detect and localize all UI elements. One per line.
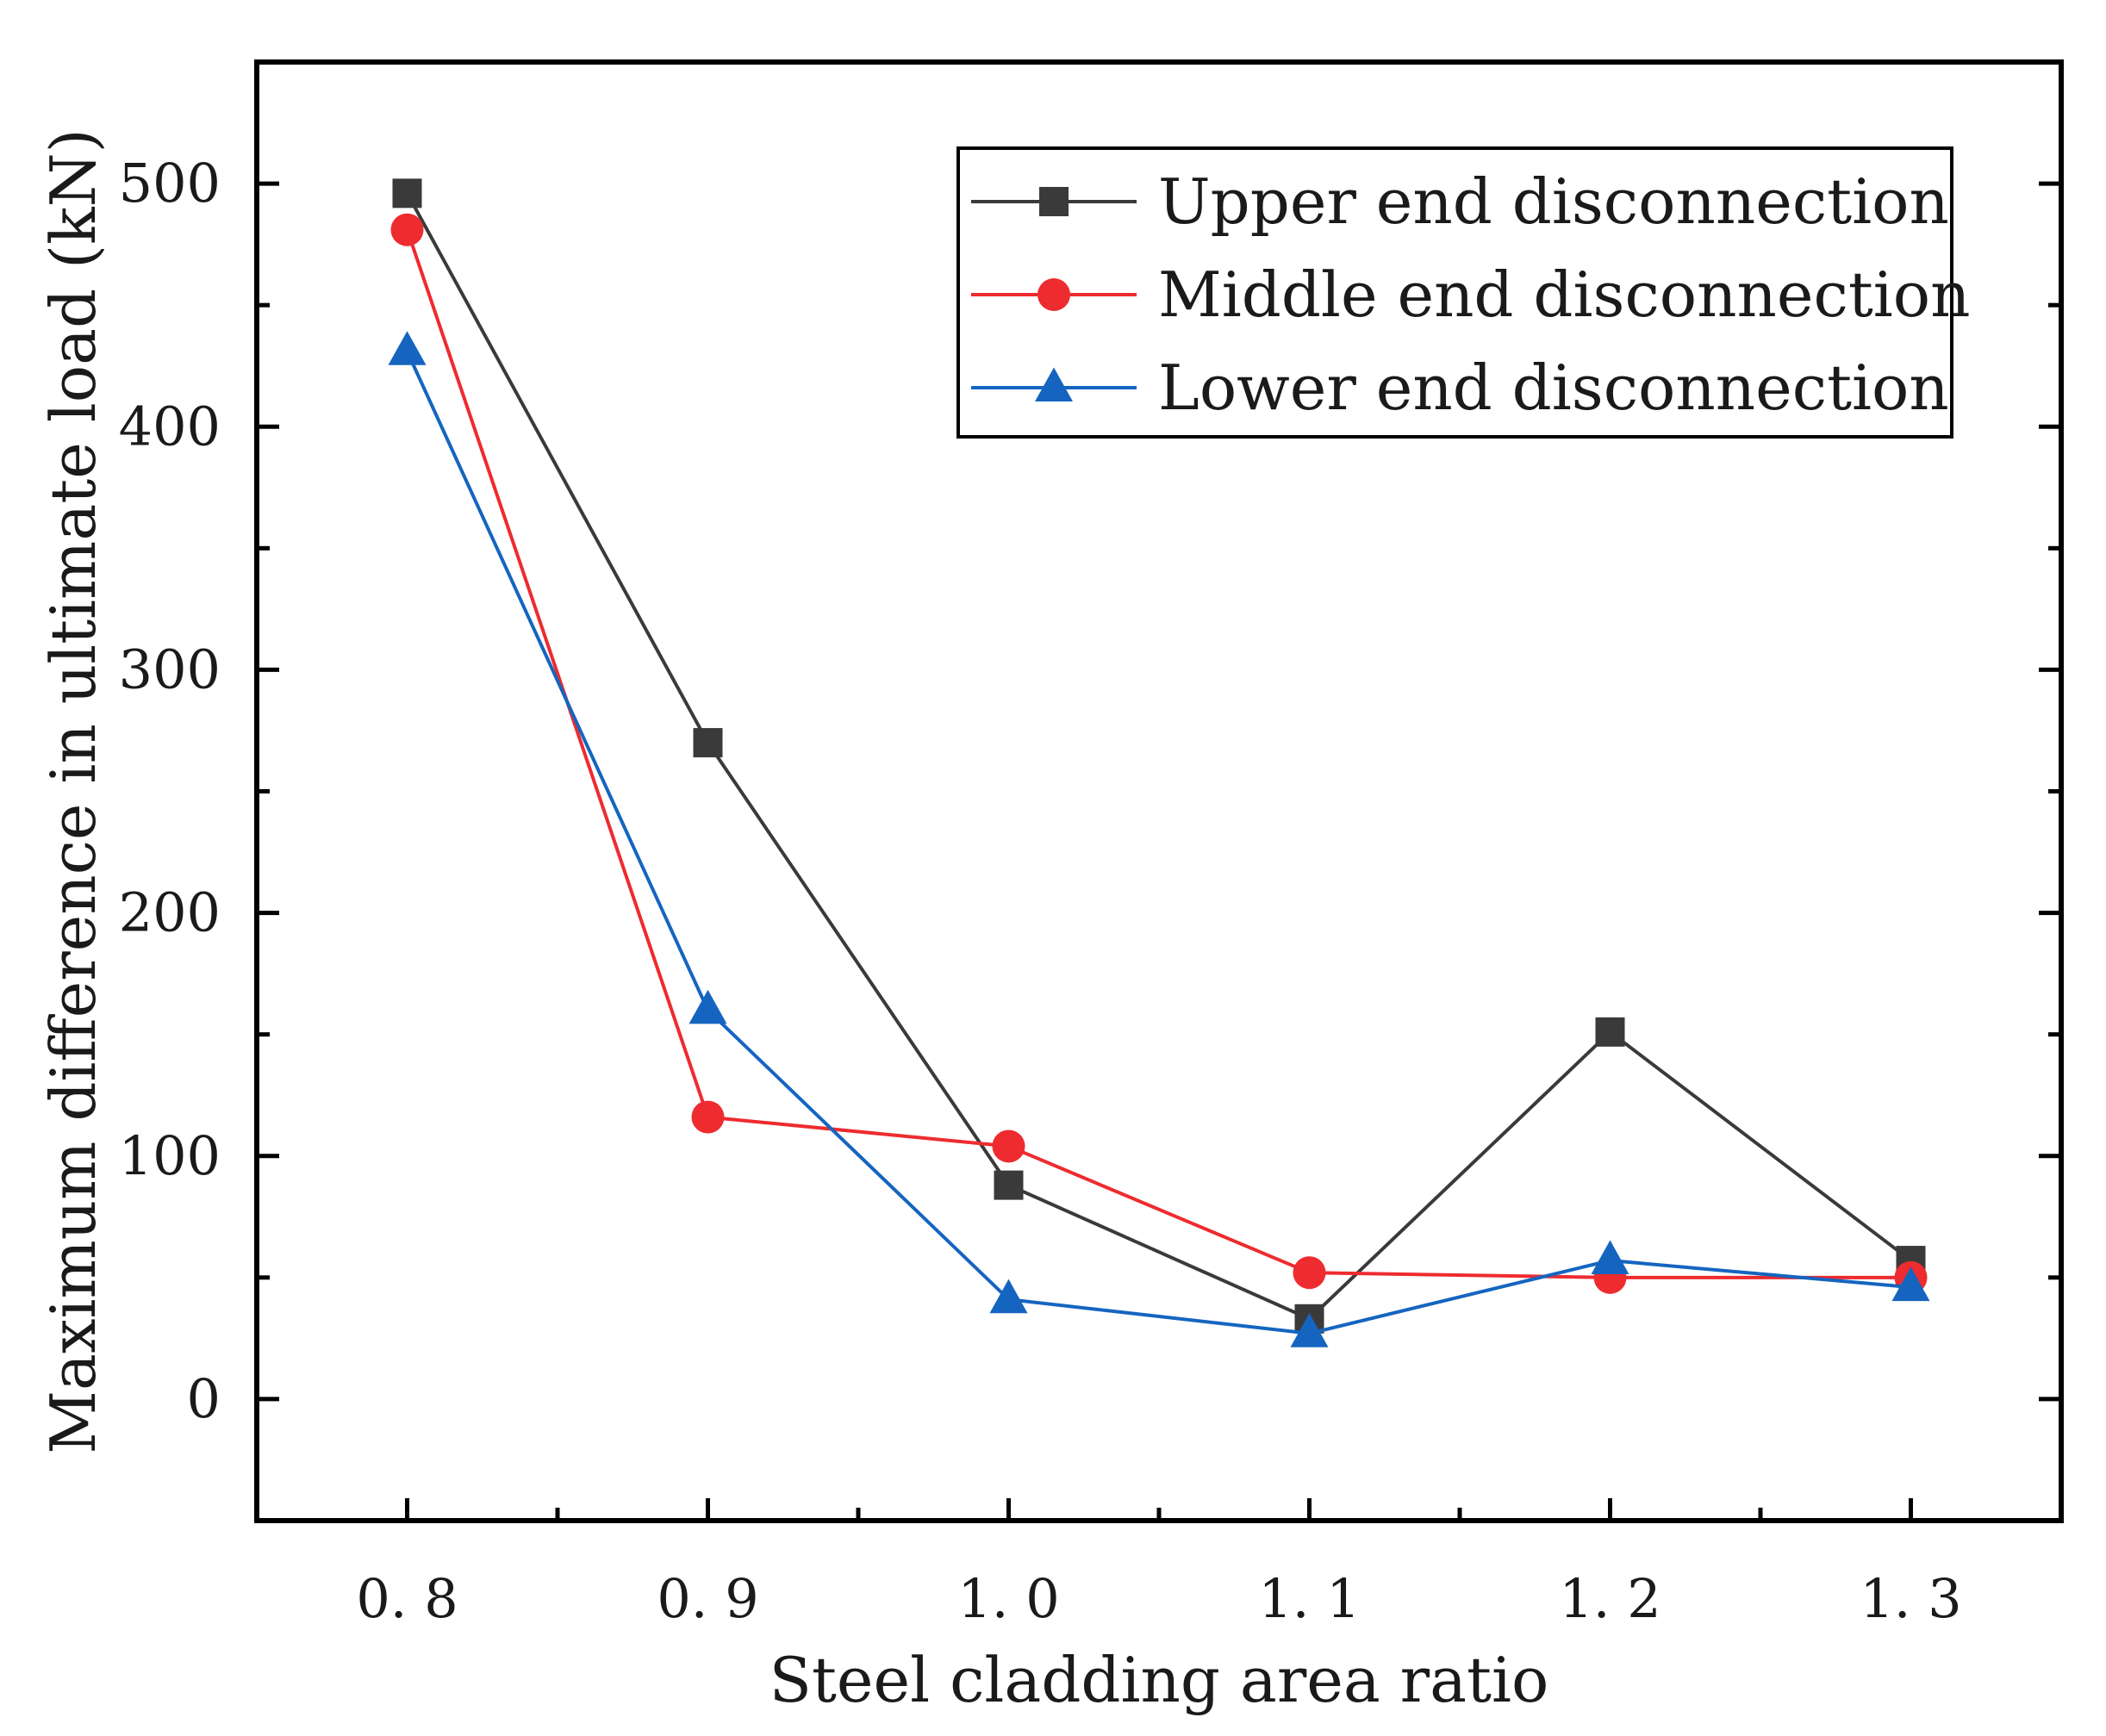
data-point <box>994 1170 1024 1200</box>
y-tick-label: 500 <box>119 152 221 215</box>
x-tick-label: 1. 0 <box>957 1567 1059 1630</box>
data-point <box>693 728 723 758</box>
data-point <box>1595 1017 1625 1047</box>
y-tick-label: 200 <box>119 881 221 944</box>
x-tick-label: 1. 1 <box>1258 1567 1360 1630</box>
x-tick-label: 0. 9 <box>657 1567 758 1630</box>
data-point <box>691 1100 725 1134</box>
legend-label: Lower end disconnection <box>1158 352 1949 424</box>
data-point <box>1891 1266 1930 1302</box>
y-axis-title: Maximum difference in ultimate load (kN) <box>37 128 109 1454</box>
plot-frame <box>254 59 2064 1523</box>
data-point <box>388 331 427 365</box>
y-tick-label: 300 <box>119 638 221 700</box>
x-tick-label: 0. 8 <box>356 1567 458 1630</box>
legend-label: Middle end disconnection <box>1158 258 1971 331</box>
x-axis-title: Steel cladding area ratio <box>770 1644 1549 1716</box>
series-layer <box>388 178 1930 1347</box>
series-line <box>405 229 1911 1279</box>
data-point <box>392 178 422 208</box>
x-tick-label: 1. 3 <box>1860 1567 1961 1630</box>
legend-marker <box>1039 187 1069 216</box>
data-point <box>989 1279 1028 1314</box>
legend: Upper end disconnection Middle end discon… <box>956 146 1971 439</box>
legend-marker <box>1035 367 1073 401</box>
data-point <box>1293 1256 1326 1290</box>
y-tick-label: 400 <box>119 395 221 457</box>
data-point <box>1290 1313 1329 1347</box>
series-line <box>405 350 1911 1335</box>
data-point <box>688 989 727 1024</box>
y-tick-labels: 0 100 200 300 400 500 <box>119 152 221 1430</box>
x-tick-labels: 0. 8 0. 9 1. 0 1. 1 1. 2 1. 3 <box>356 1567 1961 1630</box>
y-tick-label: 100 <box>119 1124 221 1187</box>
y-tick-label: 0 <box>187 1367 221 1430</box>
legend-label: Upper end disconnection <box>1158 165 1949 238</box>
legend-marker <box>1037 278 1070 311</box>
data-point <box>992 1129 1025 1163</box>
series-line <box>405 192 1912 1322</box>
data-point <box>390 213 424 246</box>
data-point <box>1591 1240 1629 1275</box>
x-tick-label: 1. 2 <box>1559 1567 1660 1630</box>
